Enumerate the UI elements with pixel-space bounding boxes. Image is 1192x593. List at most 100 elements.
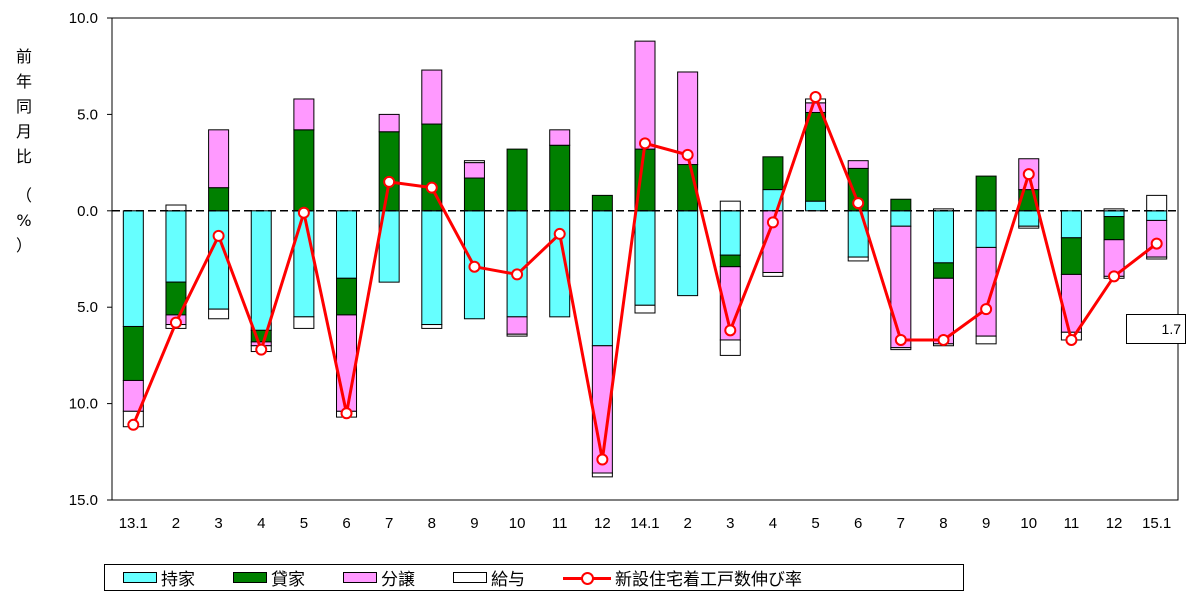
x-tick-label: 2 bbox=[683, 515, 691, 532]
growth-rate-point bbox=[1108, 270, 1121, 283]
x-tick-label: 7 bbox=[385, 515, 393, 532]
growth-rate-point bbox=[553, 227, 566, 240]
y-label-char: 比 bbox=[15, 147, 32, 166]
legend-swatch bbox=[123, 572, 157, 583]
growth-rate-point bbox=[468, 260, 481, 273]
bar-segment bbox=[506, 210, 528, 318]
growth-rate-point bbox=[724, 324, 737, 337]
bar-segment bbox=[591, 210, 613, 347]
bar-segment bbox=[208, 129, 230, 189]
x-tick-label: 9 bbox=[470, 515, 478, 532]
growth-rate-point bbox=[169, 316, 182, 329]
bar-segment bbox=[847, 256, 869, 262]
x-tick-label: 8 bbox=[939, 515, 947, 532]
bar-segment bbox=[719, 254, 741, 268]
x-tick-label: 10 bbox=[1020, 515, 1037, 532]
bar-segment bbox=[506, 316, 528, 335]
bar-segment bbox=[421, 69, 443, 125]
x-tick-label: 6 bbox=[854, 515, 862, 532]
bar-segment bbox=[1146, 210, 1168, 221]
bar-segment bbox=[336, 314, 358, 412]
bar-segment bbox=[336, 210, 358, 279]
bar-segment bbox=[591, 194, 613, 212]
growth-rate-point bbox=[127, 418, 140, 431]
x-tick-label: 2 bbox=[172, 515, 180, 532]
legend-swatch bbox=[343, 572, 377, 583]
bar-segment bbox=[1103, 216, 1125, 241]
bar-segment bbox=[463, 160, 485, 164]
y-label-char: （ bbox=[15, 186, 32, 205]
bar-segment bbox=[293, 210, 315, 318]
bar-segment bbox=[762, 156, 784, 191]
bar-segment bbox=[932, 210, 954, 264]
bar-segment bbox=[890, 210, 912, 227]
x-tick-label: 4 bbox=[257, 515, 265, 532]
bar-segment bbox=[421, 324, 443, 329]
legend-label: 分譲 bbox=[381, 570, 415, 589]
x-tick-label: 12 bbox=[1106, 515, 1123, 532]
bar-segment bbox=[634, 210, 656, 306]
y-label-char: 前 bbox=[15, 47, 32, 66]
bar-segment bbox=[634, 304, 656, 314]
x-tick-label: 10 bbox=[509, 515, 526, 532]
legend-item-total-line: 新設住宅着工戸数伸び率 bbox=[563, 565, 802, 590]
bar-segment bbox=[1060, 237, 1082, 275]
x-tick-label: 11 bbox=[552, 515, 568, 532]
growth-rate-point bbox=[1022, 168, 1035, 181]
y-tick-label: 15.0 bbox=[69, 492, 98, 509]
legend-item-mochiie: 持家 bbox=[123, 565, 195, 590]
legend-item-bunjo: 分譲 bbox=[343, 565, 415, 590]
bar-segment bbox=[165, 210, 187, 283]
bar-segment bbox=[677, 210, 699, 297]
x-tick-label: 5 bbox=[811, 515, 819, 532]
growth-rate-point bbox=[681, 148, 694, 161]
bar-segment bbox=[975, 210, 997, 248]
bar-segment bbox=[975, 175, 997, 212]
bar-segment bbox=[463, 177, 485, 212]
bar-segment bbox=[847, 210, 869, 258]
growth-rate-point bbox=[425, 181, 438, 194]
bar-segment bbox=[719, 200, 741, 212]
bar-segment bbox=[293, 98, 315, 131]
bar-segment bbox=[1103, 210, 1125, 218]
bar-segment bbox=[378, 113, 400, 133]
growth-rate-point bbox=[212, 229, 225, 242]
legend-item-kashiya: 貸家 bbox=[233, 565, 305, 590]
bar-segment bbox=[421, 210, 443, 326]
bar-segment bbox=[1018, 225, 1040, 229]
growth-rate-point bbox=[937, 333, 950, 346]
growth-rate-point bbox=[852, 197, 865, 210]
y-axis-label: 前 年 同 月 比 （ % ） bbox=[14, 44, 34, 258]
growth-rate-point bbox=[766, 216, 779, 229]
bar-segment bbox=[208, 187, 230, 212]
legend-label: 持家 bbox=[161, 570, 195, 589]
growth-rate-point bbox=[1065, 333, 1078, 346]
bar-segment bbox=[549, 129, 571, 146]
y-label-char: 月 bbox=[15, 122, 32, 141]
bar-segment bbox=[549, 144, 571, 212]
x-tick-label: 4 bbox=[769, 515, 777, 532]
x-tick-label: 12 bbox=[594, 515, 611, 532]
legend-item-kyuyo: 給与 bbox=[453, 565, 525, 590]
bar-segment bbox=[634, 40, 656, 150]
y-label-char: 年 bbox=[15, 72, 32, 91]
bar-segment bbox=[336, 277, 358, 316]
x-tick-label: 7 bbox=[897, 515, 905, 532]
growth-rate-point bbox=[340, 407, 353, 420]
growth-rate-point bbox=[809, 91, 822, 104]
x-tick-label: 15.1 bbox=[1142, 515, 1171, 532]
bar-segment bbox=[463, 162, 485, 179]
x-tick-label: 5 bbox=[300, 515, 308, 532]
y-tick-label: 5.0 bbox=[77, 299, 98, 316]
bar-segment bbox=[719, 339, 741, 356]
legend-line-swatch bbox=[563, 571, 611, 585]
x-tick-label: 13.1 bbox=[119, 515, 148, 532]
bar-segment bbox=[506, 333, 528, 337]
bar-segment bbox=[1060, 273, 1082, 333]
bar-segment bbox=[890, 347, 912, 351]
x-tick-label: 3 bbox=[726, 515, 734, 532]
bar-segment bbox=[932, 262, 954, 279]
y-tick-label: 10.0 bbox=[69, 10, 98, 27]
bar-segment bbox=[805, 111, 827, 202]
bar-segment bbox=[1146, 194, 1168, 212]
